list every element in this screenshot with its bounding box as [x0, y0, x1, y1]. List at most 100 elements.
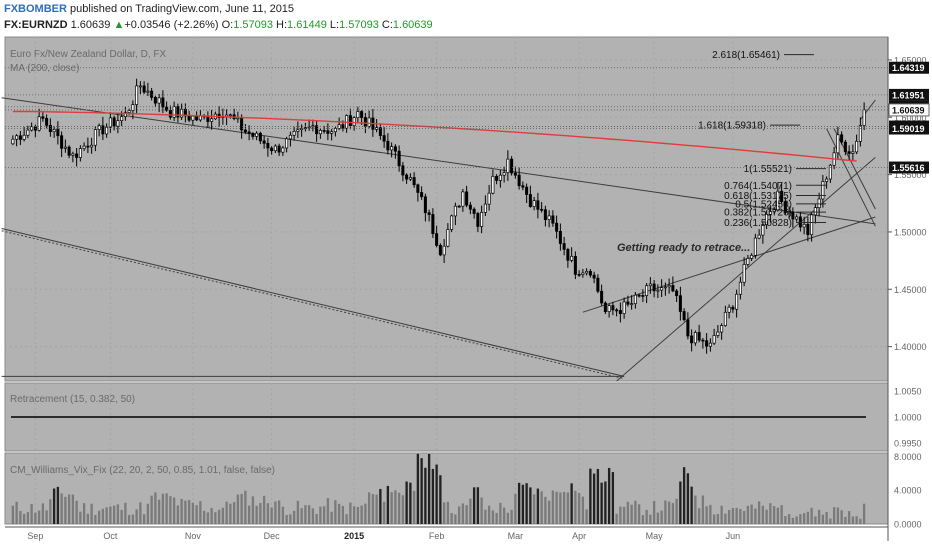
vix-bar	[90, 503, 93, 524]
candle-body	[251, 133, 255, 137]
candle-body	[727, 306, 731, 313]
vix-bar	[735, 507, 738, 524]
candle-body	[318, 130, 322, 135]
candle-body	[172, 106, 176, 118]
vix-bar	[311, 508, 315, 524]
vix-bar	[326, 498, 330, 524]
candle-body	[472, 208, 476, 214]
vix-bar	[795, 516, 798, 524]
vix-bar	[600, 482, 603, 524]
candle-body	[333, 128, 337, 133]
candle-body	[862, 109, 866, 126]
candle-body	[461, 191, 465, 207]
vix-bar	[772, 506, 776, 524]
vix-bar	[641, 515, 645, 524]
vix-bar	[495, 512, 498, 524]
candle-body	[386, 140, 390, 151]
vix-bar	[394, 490, 397, 524]
candle-body	[851, 151, 855, 154]
candle-body	[446, 229, 450, 247]
candle-body	[708, 342, 712, 347]
candle-body	[750, 254, 754, 259]
vix-bar	[450, 513, 453, 524]
candle-body	[138, 85, 142, 88]
candle-body	[112, 117, 116, 127]
retrace-tick-label: 0.9950	[894, 439, 922, 449]
vix-bar	[472, 487, 476, 524]
vix-bar	[416, 453, 420, 524]
fib-label: 0.618(1.53175)	[724, 191, 792, 202]
vix-bar	[480, 497, 483, 524]
fib-label: 0.764(1.54071)	[724, 181, 792, 192]
candle-body	[465, 191, 469, 206]
candle-body	[285, 138, 289, 149]
vix-bar	[615, 513, 618, 524]
vix-bar	[274, 501, 277, 524]
vix-bar	[454, 514, 457, 524]
vix-bar	[581, 496, 585, 524]
candle-body	[671, 285, 675, 292]
candlestick-series[interactable]	[11, 78, 866, 354]
vix-bar	[131, 514, 135, 524]
candle-body	[813, 207, 817, 216]
author-name[interactable]: FXBOMBER	[4, 3, 67, 15]
vix-bar	[330, 511, 333, 524]
symbol-label[interactable]: FX:EURNZD	[4, 19, 68, 31]
vix-bar	[585, 509, 588, 524]
vix-bar	[165, 493, 168, 524]
high-label: H:	[276, 19, 288, 31]
vix-bar	[461, 503, 465, 524]
price-tick-label: 1.40000	[894, 342, 927, 352]
candle-body	[75, 153, 79, 158]
price-marker-tag	[888, 103, 930, 117]
vix-bar	[806, 511, 810, 524]
candle-body	[292, 131, 296, 136]
vix-bar	[285, 514, 288, 524]
vix-bar	[300, 508, 303, 524]
candle-body	[787, 211, 791, 214]
vix-bar	[71, 494, 75, 524]
vix-bar	[540, 491, 543, 524]
vix-bar	[150, 495, 153, 524]
candle-body	[843, 141, 847, 152]
candle-body	[401, 165, 405, 176]
vix-bar	[124, 502, 127, 524]
candle-body	[772, 209, 776, 212]
vix-bar	[67, 494, 71, 524]
price-chart[interactable]: 2.618(1.65461) 1.618(1.59318) 1(1.55521) 0.…	[0, 36, 932, 550]
vix-bar	[757, 501, 761, 524]
vix-bar	[322, 506, 326, 524]
candle-body	[296, 129, 300, 132]
vix-bar	[86, 513, 90, 524]
vix-bar	[630, 504, 633, 524]
vix-bar	[360, 505, 363, 524]
vix-bar	[746, 505, 750, 524]
price-marker-label: 1.64319	[892, 63, 925, 73]
price-axis[interactable]: 1.65000 1.60000 1.55000 1.50000 1.45000 1.400…	[888, 55, 927, 352]
fib-label: 0.382(1.51726)	[724, 208, 792, 219]
vix-bar	[847, 511, 851, 524]
vix-tick-label: 8.0000	[894, 452, 922, 462]
candle-body	[585, 270, 589, 274]
candle-body	[652, 283, 656, 292]
candle-body	[528, 194, 532, 207]
vix-bar	[817, 509, 821, 524]
vix-bar	[502, 507, 506, 524]
vix-bar	[116, 504, 120, 524]
vix-bar	[607, 467, 611, 524]
vix-bar	[802, 513, 806, 524]
time-axis[interactable]: Sep Oct Nov Dec 2015 Feb Mar Apr May Jun	[5, 526, 888, 541]
vix-bar	[506, 512, 510, 524]
retracement-legend: Retracement (15, 0.382, 50)	[10, 394, 135, 405]
vix-bar	[49, 499, 52, 524]
candle-body	[11, 138, 15, 145]
vix-bar	[375, 494, 378, 524]
vix-bar	[277, 500, 281, 524]
trend-line-lower-dotted	[1, 230, 625, 380]
vix-bar	[386, 485, 390, 524]
candle-body	[573, 255, 577, 275]
candle-body	[450, 215, 454, 230]
vix-bar	[176, 505, 180, 524]
candle-body	[783, 201, 787, 213]
vix-bar	[626, 501, 630, 524]
